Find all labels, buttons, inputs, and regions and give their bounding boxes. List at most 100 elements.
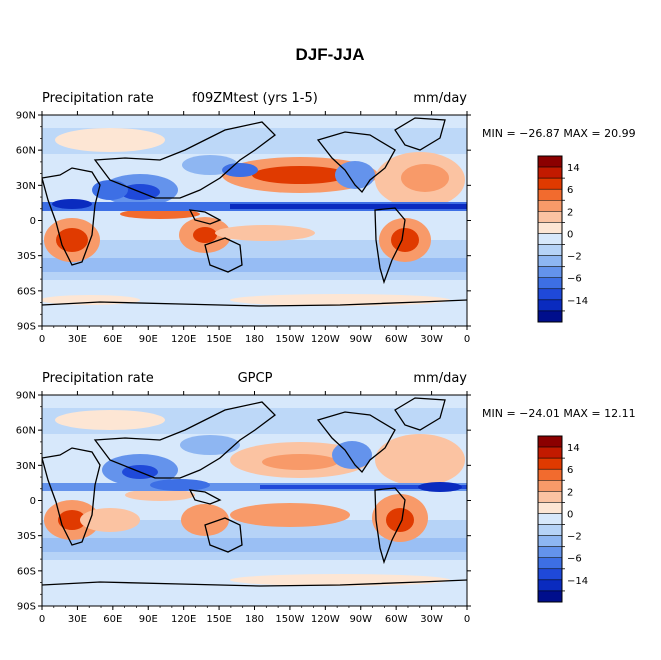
colorbar-swatch	[537, 457, 563, 470]
coastlines-model	[42, 117, 467, 307]
colorbar-swatch	[537, 568, 563, 581]
colorbar-swatch	[537, 299, 563, 312]
lat-tick-label: 0	[30, 496, 36, 507]
colorbar-swatch	[537, 188, 563, 201]
lon-tick-label: 0	[464, 614, 470, 625]
colorbar-model: 14 6 2 0 −2 −6 −14	[537, 155, 588, 323]
panel-obs: Precipitation rate GPCP mm/day	[16, 371, 471, 625]
colorbar-label: −14	[567, 576, 588, 587]
colorbar-swatch	[537, 590, 563, 603]
lon-tick-label: 0	[464, 334, 470, 345]
colorbar-swatch	[537, 211, 563, 223]
lon-tick-label: 120W	[311, 334, 340, 345]
lon-tick-label: 90E	[139, 334, 158, 345]
lon-tick-label: 180	[245, 614, 264, 625]
panel-model: Precipitation rate f09ZMtest (yrs 1-5) m…	[16, 91, 471, 345]
colorbar-label: 0	[567, 229, 573, 240]
lon-tick-label: 120E	[171, 614, 196, 625]
min-max-stats: MIN = −26.87 MAX = 20.99	[482, 127, 636, 140]
colorbar-swatch	[537, 579, 563, 592]
lat-tick-label: 30N	[16, 181, 36, 192]
colorbar-swatch	[537, 491, 563, 503]
colorbar-label: −2	[567, 532, 582, 543]
colorbar-swatch	[537, 535, 563, 547]
panel-title-center: GPCP	[238, 371, 273, 386]
colorbar-label: 6	[567, 465, 573, 476]
lat-tick-label: 90N	[16, 391, 36, 402]
figure-title: DJF-JJA	[296, 45, 365, 64]
lat-tick-label: 60N	[16, 146, 36, 157]
colorbar-label: 14	[567, 163, 580, 174]
coastlines-obs	[42, 397, 467, 587]
lat-tick-label: 60S	[17, 566, 36, 577]
colorbar-swatch	[537, 244, 563, 256]
colorbar-swatch	[537, 546, 563, 558]
colorbar-swatch	[537, 513, 563, 525]
colorbar-swatch	[537, 502, 563, 514]
colorbar-swatch	[537, 480, 563, 492]
lon-tick-label: 0	[39, 334, 45, 345]
lon-tick-label: 60E	[103, 334, 122, 345]
lon-tick-label: 90E	[139, 614, 158, 625]
colorbar-obs: 14 6 2 0 −2 −6 −14	[537, 435, 588, 603]
lon-tick-label: 30E	[68, 614, 87, 625]
colorbar-swatch	[537, 310, 563, 323]
lat-tick-label: 30N	[16, 461, 36, 472]
lon-tick-label: 0	[39, 614, 45, 625]
colorbar-label: −14	[567, 296, 588, 307]
lon-tick-label: 60E	[103, 614, 122, 625]
colorbar-swatch	[537, 177, 563, 190]
colorbar-swatch	[537, 166, 563, 179]
lon-tick-label: 60W	[385, 334, 408, 345]
lon-tick-label: 150W	[275, 614, 304, 625]
colorbar-label: 14	[567, 443, 580, 454]
panel-title-left: Precipitation rate	[42, 371, 154, 386]
lat-tick-label: 0	[30, 216, 36, 227]
colorbar-label: 2	[567, 207, 573, 218]
lon-tick-label: 60W	[385, 614, 408, 625]
colorbar-swatch	[537, 557, 563, 570]
min-max-stats: MIN = −24.01 MAX = 12.11	[482, 407, 636, 420]
colorbar-label: 6	[567, 185, 573, 196]
colorbar-swatch	[537, 200, 563, 212]
precip-map-model	[42, 115, 467, 326]
panel-units: mm/day	[413, 91, 467, 106]
lat-tick-label: 90S	[17, 602, 36, 613]
lon-tick-label: 120W	[311, 614, 340, 625]
colorbar-label: 2	[567, 487, 573, 498]
lat-tick-label: 90N	[16, 111, 36, 122]
lat-tick-label: 60N	[16, 426, 36, 437]
panel-units: mm/day	[413, 371, 467, 386]
colorbar-swatch	[537, 468, 563, 481]
colorbar-label: 0	[567, 509, 573, 520]
lon-tick-label: 120E	[171, 334, 196, 345]
colorbar-label: −6	[567, 554, 582, 565]
colorbar-swatch	[537, 435, 563, 448]
colorbar-swatch	[537, 155, 563, 168]
panel-title-left: Precipitation rate	[42, 91, 154, 106]
lon-tick-label: 150E	[206, 334, 231, 345]
colorbar-label: −2	[567, 252, 582, 263]
colorbar-swatch	[537, 446, 563, 459]
colorbar-swatch	[537, 288, 563, 301]
colorbar-swatch	[537, 524, 563, 536]
lon-tick-label: 150E	[206, 614, 231, 625]
lon-tick-label: 30E	[68, 334, 87, 345]
lat-tick-label: 30S	[17, 531, 36, 542]
colorbar-swatch	[537, 233, 563, 245]
lat-tick-label: 90S	[17, 322, 36, 333]
colorbar-swatch	[537, 277, 563, 290]
lon-tick-label: 30W	[420, 334, 443, 345]
lon-tick-label: 30W	[420, 614, 443, 625]
colorbar-label: −6	[567, 274, 582, 285]
colorbar-swatch	[537, 266, 563, 278]
colorbar-swatch	[537, 222, 563, 234]
colorbar-swatch	[537, 255, 563, 267]
panel-title-center: f09ZMtest (yrs 1-5)	[192, 91, 318, 106]
lon-tick-label: 90W	[349, 614, 372, 625]
lon-tick-label: 90W	[349, 334, 372, 345]
lon-tick-label: 180	[245, 334, 264, 345]
